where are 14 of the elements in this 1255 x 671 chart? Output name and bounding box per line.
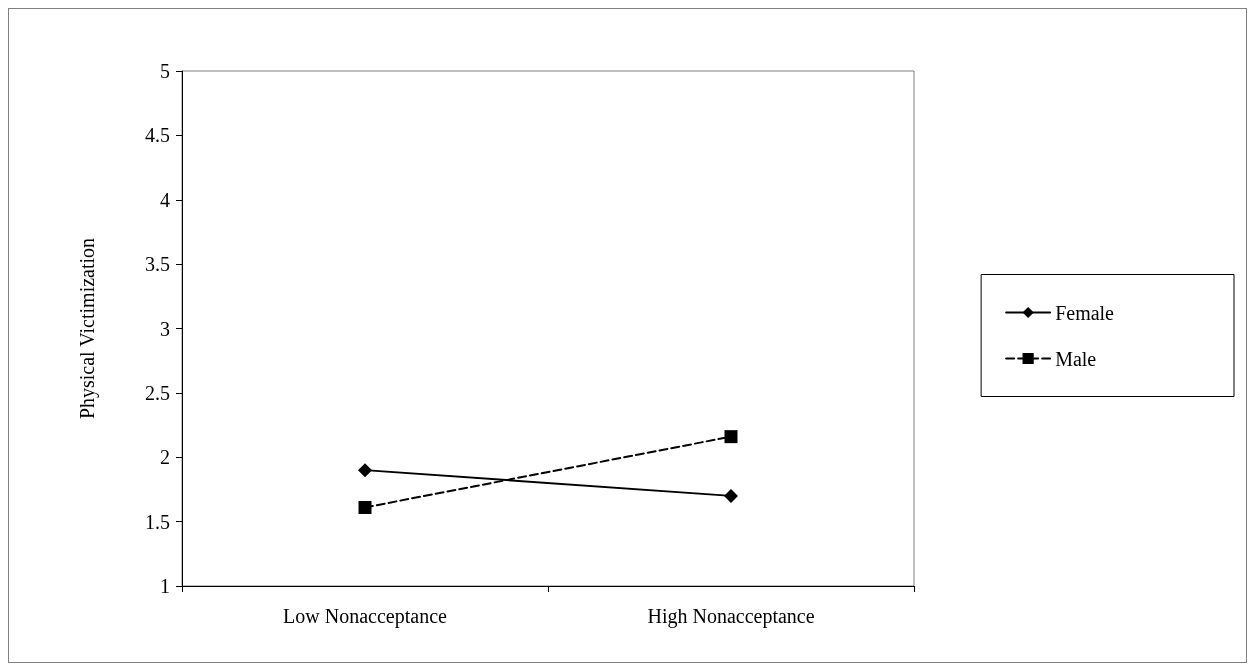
y-tick-label: 1	[160, 575, 170, 597]
legend-label: Male	[1055, 347, 1097, 370]
y-tick-label: 3	[160, 317, 170, 340]
legend-label: Female	[1055, 301, 1115, 324]
y-tick-label: 4	[160, 188, 170, 211]
x-tick-label: Low Nonacceptance	[283, 605, 448, 628]
y-tick-label: 3.5	[145, 253, 170, 276]
y-axis-title: Physical Victimization	[76, 237, 99, 420]
y-tick-label: 4.5	[145, 124, 170, 147]
y-tick-label: 1.5	[145, 510, 170, 533]
x-tick-label: High Nonacceptance	[647, 605, 815, 628]
y-tick-label: 2	[160, 446, 170, 469]
y-tick-label: 5	[160, 60, 170, 82]
y-tick-label: 2.5	[145, 381, 170, 404]
